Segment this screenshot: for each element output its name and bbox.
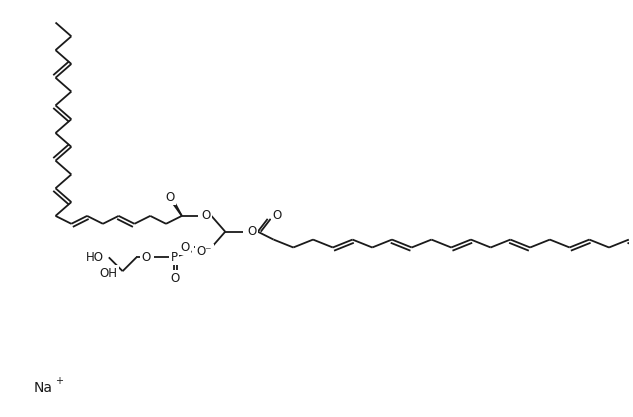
Text: Na: Na [34, 381, 53, 394]
Text: O: O [165, 191, 175, 203]
Text: P: P [170, 251, 177, 264]
Text: O: O [180, 241, 190, 254]
Text: O: O [247, 225, 256, 238]
Text: O: O [170, 271, 180, 284]
Text: OH: OH [99, 266, 118, 280]
Text: +: + [54, 376, 63, 386]
Text: O: O [273, 209, 282, 222]
Text: O: O [141, 251, 150, 264]
Text: HO: HO [86, 251, 104, 264]
Text: O: O [201, 209, 211, 222]
Text: O⁻: O⁻ [197, 245, 212, 258]
